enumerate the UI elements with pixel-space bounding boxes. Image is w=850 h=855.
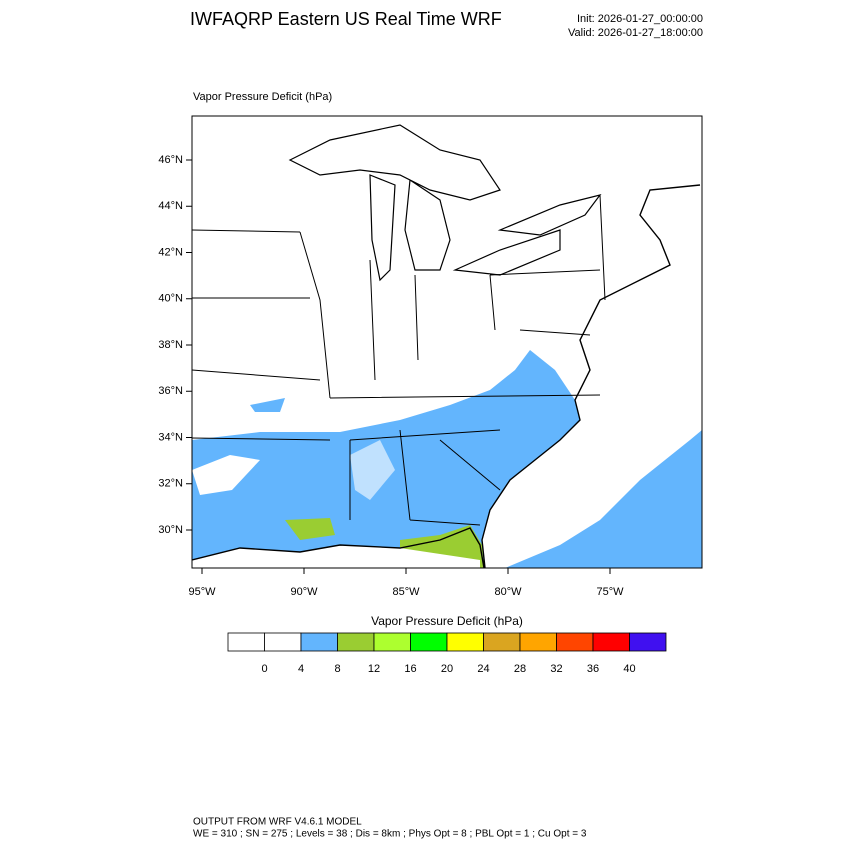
colorbar-tick-label: 4 — [298, 663, 304, 675]
lat-label: 42°N — [158, 246, 183, 258]
colorbar-box — [483, 632, 521, 652]
colorbar-box — [592, 632, 630, 652]
lon-label: 90°W — [290, 586, 318, 598]
ocean-vpd — [505, 430, 702, 568]
colorbar-box — [337, 632, 375, 652]
lon-labels: 95°W 90°W 85°W 80°W 75°W — [188, 568, 624, 598]
coastline — [192, 184, 701, 568]
vpd-patch — [250, 398, 285, 412]
great-lakes — [288, 124, 602, 282]
colorbar: Vapor Pressure Deficit (hPa) 0 4 8 12 16 20 24… — [227, 614, 667, 675]
colorbar-box — [629, 632, 667, 652]
vpd-gap — [350, 440, 395, 500]
lat-label: 40°N — [158, 293, 183, 305]
colorbar-box — [446, 632, 484, 652]
footer-line: OUTPUT FROM WRF V4.6.1 MODEL — [193, 817, 362, 828]
gulf — [192, 545, 480, 568]
state-borders — [192, 194, 606, 526]
colorbar-box — [373, 632, 411, 652]
colorbar-tick-label: 12 — [368, 663, 380, 675]
lat-label: 36°N — [158, 385, 183, 397]
colorbar-box — [264, 632, 302, 652]
colorbar-tick-label: 20 — [441, 663, 453, 675]
map-frame — [191, 115, 703, 569]
colorbar-box — [227, 632, 265, 652]
colorbar-label: Vapor Pressure Deficit (hPa) — [371, 614, 523, 628]
colorbar-box — [300, 632, 338, 652]
colorbar-tick-label: 36 — [587, 663, 599, 675]
lon-label: 75°W — [596, 586, 624, 598]
colorbar-tick-label: 28 — [514, 663, 526, 675]
footer-line: WE = 310 ; SN = 275 ; Levels = 38 ; Dis … — [193, 829, 587, 840]
valid-time: Valid: 2026-01-27_18:00:00 — [568, 27, 703, 39]
lat-label: 32°N — [158, 478, 183, 490]
vpd-green — [285, 518, 335, 540]
colorbar-box — [519, 632, 557, 652]
colorbar-tick-label: 16 — [404, 663, 416, 675]
map: 46°N 44°N 42°N 40°N 38°N 36°N 34°N 32°N 30°N 95°… — [158, 115, 703, 598]
lon-label: 95°W — [188, 586, 216, 598]
lat-label: 46°N — [158, 154, 183, 166]
colorbar-tick-label: 32 — [550, 663, 562, 675]
colorbar-tick-label: 40 — [623, 663, 635, 675]
colorbar-tick-label: 0 — [261, 663, 267, 675]
lat-label: 30°N — [158, 524, 183, 536]
colorbar-tick-label: 24 — [477, 663, 489, 675]
lat-label: 38°N — [158, 339, 183, 351]
lat-label: 44°N — [158, 200, 183, 212]
colorbar-box — [556, 632, 594, 652]
vpd-gap — [192, 455, 260, 495]
field-label: Vapor Pressure Deficit (hPa) — [193, 91, 332, 103]
init-time: Init: 2026-01-27_00:00:00 — [577, 13, 703, 25]
colorbar-box — [410, 632, 448, 652]
title: IWFAQRP Eastern US Real Time WRF — [190, 9, 502, 29]
colorbar-tick-label: 8 — [334, 663, 340, 675]
lat-labels: 46°N 44°N 42°N 40°N 38°N 36°N 34°N 32°N 30°N — [158, 154, 192, 536]
lon-label: 80°W — [494, 586, 522, 598]
lon-label: 85°W — [392, 586, 420, 598]
lat-label: 34°N — [158, 431, 183, 443]
